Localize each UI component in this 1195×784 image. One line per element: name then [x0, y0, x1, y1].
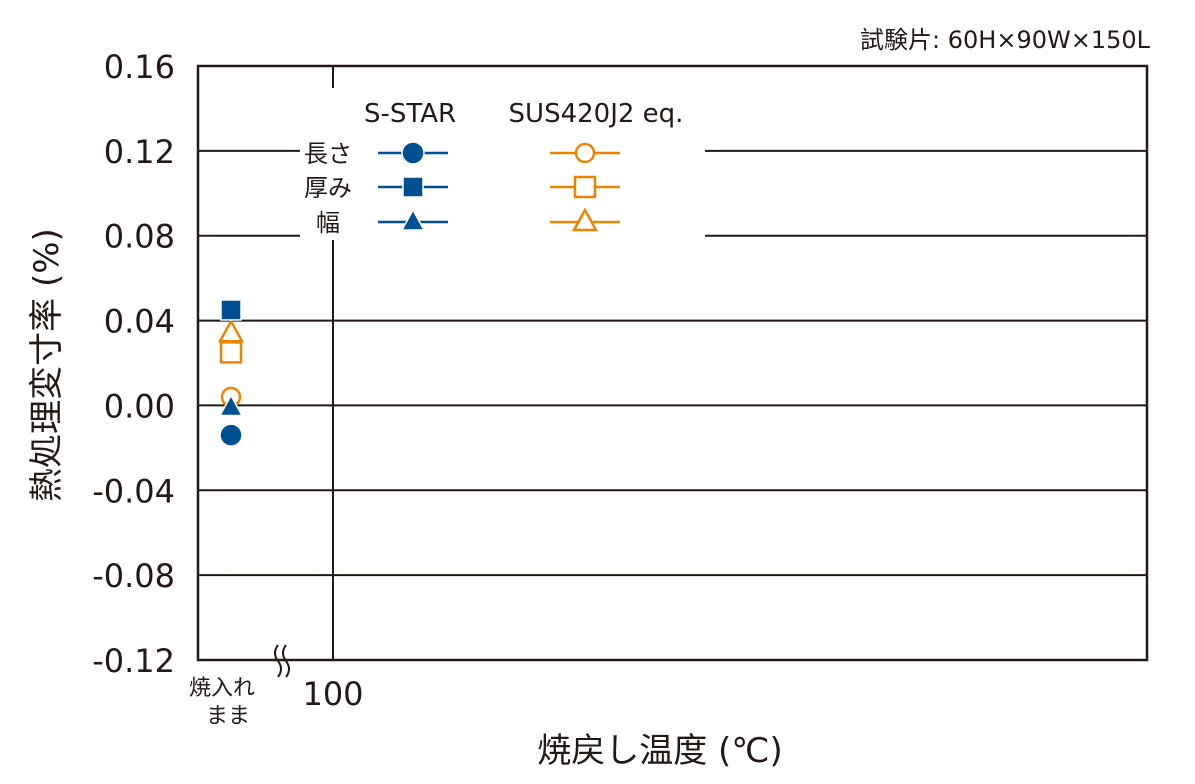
y-tick-label: 0.12	[104, 133, 175, 171]
axis-break-icon	[274, 644, 290, 678]
legend-marker-triangle	[400, 208, 426, 231]
x-axis-label: 焼戻し温度 (℃)	[537, 731, 783, 771]
y-axis-label: 熱処理変寸率 (%)	[27, 228, 67, 502]
data-point-triangle	[217, 318, 245, 343]
legend-marker-circle	[574, 142, 596, 164]
data-point-triangle	[218, 393, 244, 417]
plot-frame	[196, 64, 1149, 662]
legend-marker-square	[573, 175, 597, 199]
x-special-label: 焼入れ	[189, 676, 255, 701]
legend-group-label: SUS420J2 eq.	[509, 99, 684, 129]
legend-group-label: S-STAR	[364, 99, 456, 129]
y-tick-label: 0.16	[104, 48, 175, 86]
legend-row-label: 厚み	[304, 174, 352, 202]
y-tick-label: 0.04	[104, 303, 175, 341]
legend-box	[300, 88, 705, 240]
legend-marker-triangle	[571, 207, 599, 232]
x-special-label: まま	[206, 704, 250, 729]
y-tick-label: 0.00	[104, 387, 175, 425]
data-point-square	[220, 299, 242, 321]
specimen-note: 試験片: 60H×90W×150L	[860, 26, 1151, 54]
legend-marker-square	[402, 176, 424, 198]
legend-marker-circle	[401, 141, 425, 165]
data-point-square	[219, 341, 243, 364]
data-point-circle	[219, 423, 243, 447]
y-tick-label: -0.08	[92, 557, 175, 595]
legend-row-label: 長さ	[304, 140, 352, 168]
y-tick-label: -0.04	[92, 472, 175, 510]
legend-row-label: 幅	[316, 209, 340, 237]
y-tick-label: 0.08	[104, 218, 175, 256]
y-tick-label: -0.12	[92, 642, 175, 680]
x-tick-label: 100	[302, 675, 363, 713]
